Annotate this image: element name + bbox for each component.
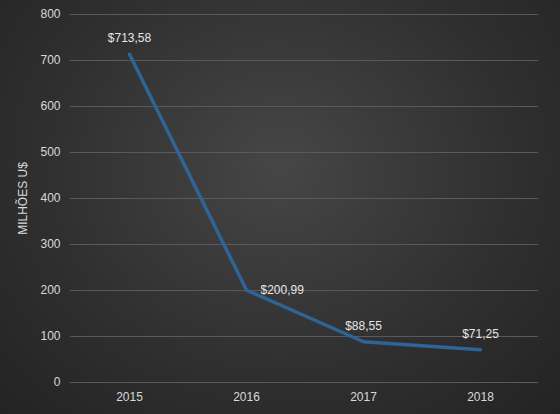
svg-text:$713,58: $713,58 <box>108 31 152 45</box>
svg-text:700: 700 <box>40 53 60 67</box>
svg-text:$71,25: $71,25 <box>462 327 499 341</box>
svg-text:2017: 2017 <box>350 390 377 404</box>
svg-text:300: 300 <box>40 237 60 251</box>
svg-text:800: 800 <box>40 7 60 21</box>
svg-text:2015: 2015 <box>116 390 143 404</box>
svg-text:0: 0 <box>54 375 61 389</box>
svg-text:500: 500 <box>40 145 60 159</box>
svg-text:MILHÕES U$: MILHÕES U$ <box>15 162 30 235</box>
svg-text:400: 400 <box>40 191 60 205</box>
svg-text:$88,55: $88,55 <box>345 319 382 333</box>
svg-text:2016: 2016 <box>233 390 260 404</box>
svg-text:200: 200 <box>40 283 60 297</box>
svg-text:600: 600 <box>40 99 60 113</box>
svg-text:$200,99: $200,99 <box>261 283 305 297</box>
svg-text:100: 100 <box>40 329 60 343</box>
svg-text:2018: 2018 <box>467 390 494 404</box>
